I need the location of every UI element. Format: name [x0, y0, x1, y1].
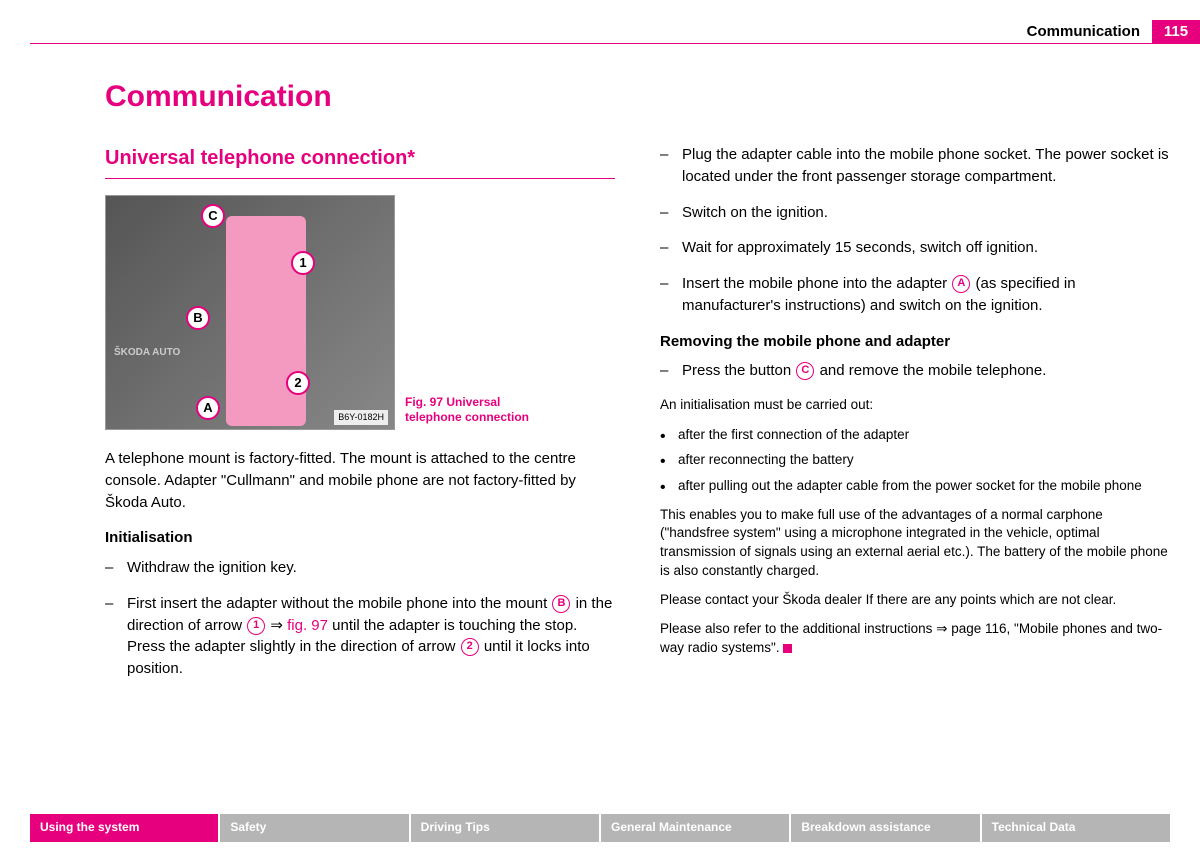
step-remove: Press the button C and remove the mobile… — [660, 360, 1170, 382]
cond-3: after pulling out the adapter cable from… — [660, 476, 1170, 496]
header-section: Communication — [1027, 23, 1140, 40]
para-dealer: Please contact your Škoda dealer If ther… — [660, 591, 1170, 610]
figure-image-id: B6Y-0182H — [334, 410, 388, 425]
init-steps-left: Withdraw the ignition key. First insert … — [105, 557, 615, 680]
figure-caption: Fig. 97 Universal telephone connection — [405, 395, 545, 430]
fig-ref-link[interactable]: fig. 97 — [287, 617, 328, 634]
page-header: Communication 115 — [30, 20, 1200, 44]
ref-1-icon: 1 — [247, 617, 265, 635]
init-heading: Initialisation — [105, 527, 615, 549]
end-square-icon — [783, 644, 792, 653]
figure-row: ŠKODA AUTO C B A 1 2 B6Y-0182H Fig. 97 U… — [105, 195, 615, 430]
callout-b: B — [186, 306, 210, 330]
callout-1: 1 — [291, 251, 315, 275]
ref-c-icon: C — [796, 362, 814, 380]
intro-paragraph: A telephone mount is factory-fitted. The… — [105, 448, 615, 513]
nav-tabs: Using the system Safety Driving Tips Gen… — [30, 814, 1170, 842]
callout-c: C — [201, 204, 225, 228]
init-steps-right: Plug the adapter cable into the mobile p… — [660, 144, 1170, 317]
tab-breakdown[interactable]: Breakdown assistance — [791, 814, 979, 842]
init-note: An initialisation must be carried out: — [660, 396, 1170, 415]
ref-b-icon: B — [552, 595, 570, 613]
tab-general-maint[interactable]: General Maintenance — [601, 814, 789, 842]
step-wait: Wait for approximately 15 seconds, switc… — [660, 237, 1170, 259]
step-switch-on: Switch on the ignition. — [660, 202, 1170, 224]
content-area: Communication Universal telephone connec… — [105, 80, 1170, 792]
remove-heading: Removing the mobile phone and adapter — [660, 331, 1170, 353]
figure-image: ŠKODA AUTO C B A 1 2 B6Y-0182H — [105, 195, 395, 430]
ref-2-icon: 2 — [461, 638, 479, 656]
tab-safety[interactable]: Safety — [220, 814, 408, 842]
step-insert-phone: Insert the mobile phone into the adapter… — [660, 273, 1170, 317]
para-seealso: Please also refer to the additional inst… — [660, 620, 1170, 658]
page-title: Communication — [105, 80, 1170, 114]
tab-driving-tips[interactable]: Driving Tips — [411, 814, 599, 842]
cond-2: after reconnecting the battery — [660, 450, 1170, 470]
remove-steps: Press the button C and remove the mobile… — [660, 360, 1170, 382]
para-advantages: This enables you to make full use of the… — [660, 506, 1170, 582]
step-plug-adapter: Plug the adapter cable into the mobile p… — [660, 144, 1170, 188]
ref-a-icon: A — [952, 275, 970, 293]
page-number-box: 115 — [1152, 20, 1200, 44]
init-step-2: First insert the adapter without the mob… — [105, 593, 615, 680]
callout-2: 2 — [286, 371, 310, 395]
figure-brand-label: ŠKODA AUTO — [114, 346, 180, 361]
cond-1: after the first connection of the adapte… — [660, 425, 1170, 445]
init-step-1: Withdraw the ignition key. — [105, 557, 615, 579]
callout-a: A — [196, 396, 220, 420]
init-conditions: after the first connection of the adapte… — [660, 425, 1170, 496]
tab-technical-data[interactable]: Technical Data — [982, 814, 1170, 842]
right-column: Plug the adapter cable into the mobile p… — [660, 144, 1170, 694]
left-column: Universal telephone connection* ŠKODA AU… — [105, 144, 615, 694]
subheading: Universal telephone connection* — [105, 144, 615, 179]
tab-using-system[interactable]: Using the system — [30, 814, 218, 842]
